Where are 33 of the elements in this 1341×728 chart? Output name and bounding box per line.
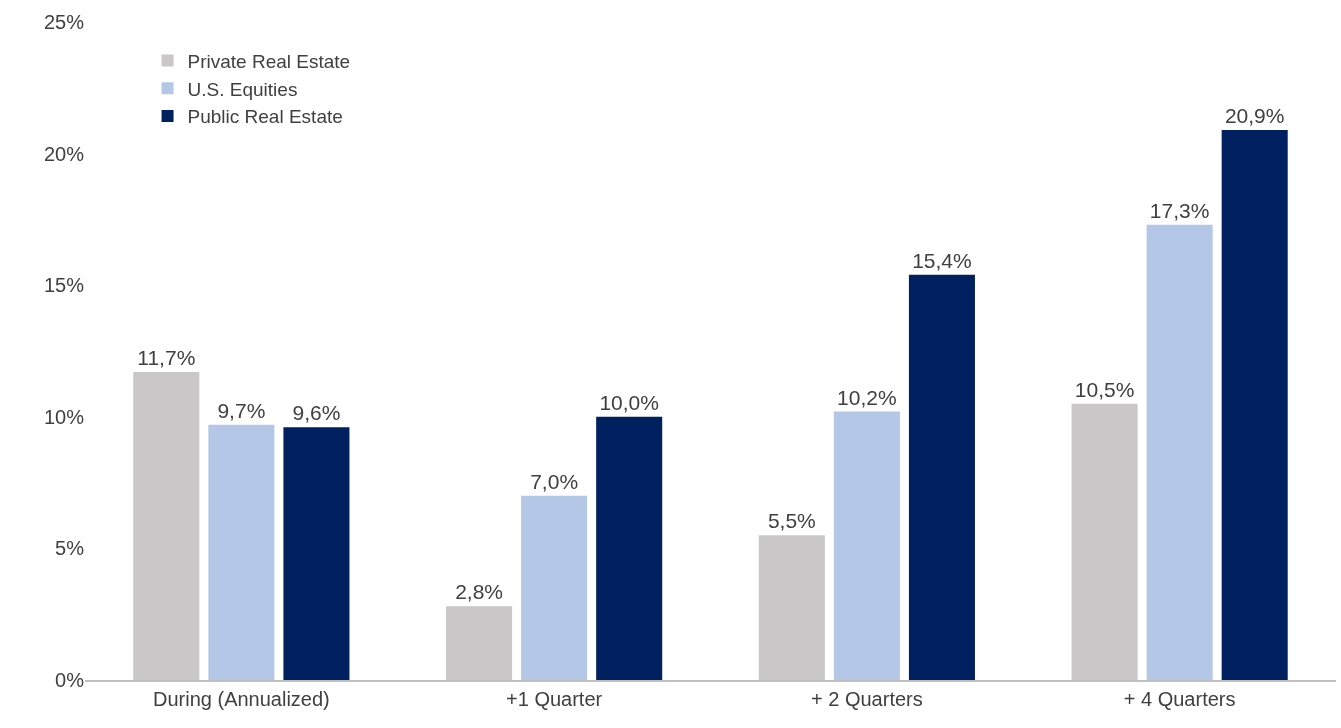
- data-label: 10,5%: [1074, 377, 1135, 401]
- data-label: 20,9%: [1224, 103, 1285, 127]
- bar: [596, 416, 663, 680]
- x-tick-label: During (Annualized): [153, 687, 330, 710]
- data-label: 5,5%: [767, 509, 816, 533]
- y-tick-label: 15%: [43, 274, 85, 297]
- data-label: 15,4%: [912, 248, 972, 272]
- data-label: 7,0%: [530, 469, 579, 493]
- bar: [1146, 224, 1213, 680]
- y-tick-label: 10%: [43, 405, 85, 428]
- x-tick-label: + 2 Quarters: [811, 687, 923, 710]
- data-label: 9,6%: [292, 401, 341, 425]
- legend-label: Public Real Estate: [187, 106, 343, 128]
- data-label: 10,0%: [599, 390, 659, 414]
- bar: [283, 427, 350, 680]
- bar: [208, 424, 275, 680]
- y-tick-label: 25%: [43, 11, 85, 33]
- data-label: 2,8%: [455, 580, 503, 604]
- bar: [833, 411, 900, 680]
- data-label: 10,2%: [837, 385, 897, 409]
- y-tick-label: 5%: [55, 537, 85, 560]
- x-tick-label: + 4 Quarters: [1123, 687, 1236, 710]
- y-tick-label: 20%: [43, 142, 85, 165]
- data-label: 9,7%: [217, 398, 266, 422]
- legend-label: Private Real Estate: [187, 51, 351, 72]
- legend-label: U.S. Equities: [187, 78, 298, 100]
- data-label: 17,3%: [1149, 198, 1210, 222]
- y-tick-label: 0%: [55, 669, 85, 691]
- bar: [1221, 129, 1288, 680]
- bar: [521, 495, 588, 680]
- data-label: 11,7%: [137, 346, 196, 370]
- bar: [908, 274, 975, 680]
- x-tick-label: +1 Quarter: [506, 687, 603, 710]
